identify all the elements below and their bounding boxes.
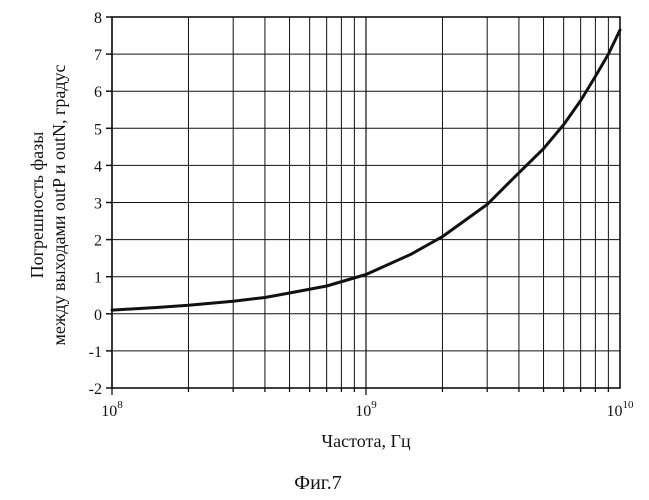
x-tick-label-base: 10 — [607, 403, 623, 420]
y-tick-label: 0 — [94, 307, 102, 324]
x-tick-label-base: 10 — [101, 403, 117, 420]
figure-caption: Фиг.7 — [294, 472, 341, 494]
x-tick-label-base: 10 — [355, 403, 371, 420]
grid-lines — [112, 17, 620, 388]
y-tick-label: 8 — [94, 10, 102, 27]
x-tick-label-exponent: 9 — [371, 399, 377, 411]
x-axis-label: Частота, Гц — [321, 431, 411, 451]
x-tick-label: 1010 — [607, 399, 635, 420]
y-axis-label-line-1: Погрешность фазы — [27, 132, 47, 279]
y-tick-label: 1 — [94, 270, 102, 287]
x-tick-label-exponent: 8 — [117, 399, 123, 411]
y-tick-label: 3 — [94, 196, 102, 213]
y-axis-label: Погрешность фазы между выходами outP и o… — [27, 64, 69, 345]
axis-ticks — [106, 17, 608, 395]
x-tick-label: 109 — [355, 399, 377, 420]
y-tick-label: -1 — [89, 344, 102, 361]
y-tick-label: 5 — [94, 121, 102, 138]
y-axis-label-line-2: между выходами outP и outN, градус — [49, 64, 69, 345]
y-tick-label: 6 — [94, 84, 102, 101]
x-tick-labels: 1081091010 — [101, 399, 634, 420]
x-tick-label: 108 — [101, 399, 123, 420]
x-tick-label-exponent: 10 — [623, 399, 635, 411]
y-tick-label: 2 — [94, 233, 102, 250]
y-tick-label: 4 — [94, 158, 102, 175]
y-tick-label: -2 — [89, 381, 102, 398]
y-tick-label: 7 — [94, 47, 102, 64]
y-tick-labels: -2 -1 0 1 2 3 4 5 6 7 8 — [89, 10, 102, 398]
